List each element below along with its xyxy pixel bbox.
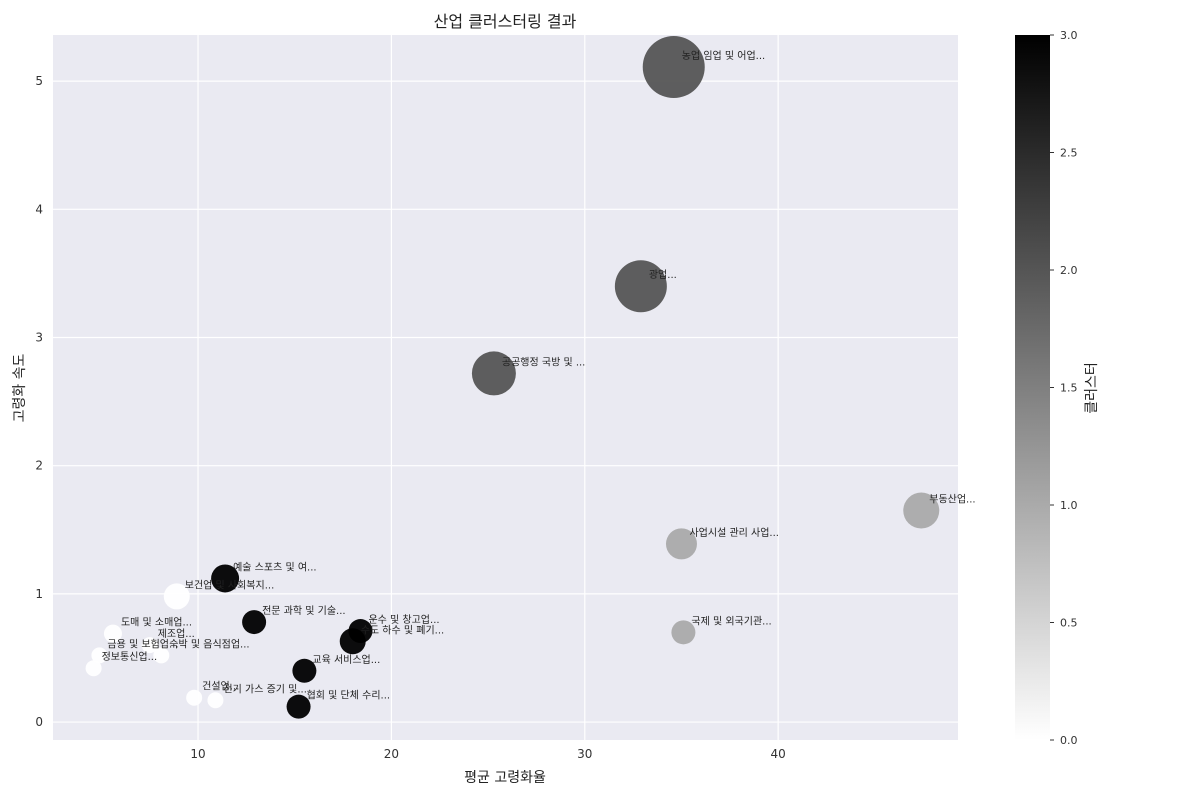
point-label: 건설업... bbox=[202, 680, 239, 693]
x-tick-label: 20 bbox=[384, 747, 399, 761]
colorbar-tick-label: 1.0 bbox=[1060, 499, 1078, 512]
data-point bbox=[903, 492, 940, 529]
point-label: 국제 및 외국기관... bbox=[691, 615, 771, 627]
colorbar-tick-label: 2.0 bbox=[1060, 264, 1078, 277]
point-label: 광업... bbox=[649, 268, 677, 281]
x-tick-label: 40 bbox=[771, 747, 786, 761]
x-axis-label: 평균 고령화율 bbox=[464, 770, 546, 786]
point-label: 예술 스포츠 및 여... bbox=[233, 561, 316, 573]
y-tick-label: 4 bbox=[35, 202, 43, 216]
x-tick-label: 30 bbox=[577, 747, 592, 761]
colorbar bbox=[1015, 35, 1050, 740]
colorbar-ticks: 0.0 0.5 1.0 1.5 2.0 2.5 3.0 bbox=[1050, 29, 1078, 747]
data-points bbox=[85, 36, 940, 719]
data-point bbox=[103, 624, 122, 643]
data-point bbox=[141, 637, 158, 654]
data-point bbox=[211, 564, 240, 593]
grid-lines bbox=[53, 35, 958, 740]
colorbar-tick-label: 1.5 bbox=[1060, 382, 1078, 395]
data-point bbox=[614, 260, 667, 313]
y-axis-label: 고령화 속도 bbox=[12, 353, 28, 422]
y-tick-labels: 0 1 2 3 4 5 bbox=[35, 74, 43, 729]
point-label: 전기 가스 증기 및... bbox=[223, 683, 306, 695]
data-point bbox=[242, 610, 267, 635]
point-label: 부동산업... bbox=[929, 493, 975, 506]
y-tick-label: 1 bbox=[35, 587, 43, 601]
colorbar-tick-label: 2.5 bbox=[1060, 147, 1078, 160]
data-point bbox=[642, 36, 705, 99]
data-point bbox=[292, 658, 317, 683]
point-label: 숙박 및 음식점업... bbox=[169, 637, 249, 650]
point-label: 제조업... bbox=[158, 627, 195, 640]
data-point bbox=[348, 619, 373, 644]
chart-title: 산업 클러스터링 결과 bbox=[434, 12, 577, 31]
x-tick-label: 10 bbox=[190, 747, 205, 761]
point-label: 농업 임업 및 어업... bbox=[682, 49, 765, 62]
point-label: 운수 및 창고업... bbox=[368, 613, 439, 626]
colorbar-tick-label: 0.0 bbox=[1060, 734, 1078, 747]
data-point bbox=[186, 689, 203, 706]
colorbar-label: 클러스터 bbox=[1084, 362, 1100, 414]
data-point bbox=[286, 694, 311, 719]
y-tick-label: 2 bbox=[35, 459, 43, 473]
data-point bbox=[91, 647, 108, 664]
point-label: 전문 과학 및 기술... bbox=[262, 605, 345, 617]
point-label: 사업시설 관리 사업... bbox=[689, 526, 779, 539]
point-label: 도매 및 소매업... bbox=[121, 616, 192, 629]
point-labels: 농업 임업 및 어업... 광업... 공공행정 국방 및 ... 부동산업... 사업… bbox=[102, 49, 976, 702]
x-tick-labels: 10 20 30 40 bbox=[190, 747, 785, 761]
data-point bbox=[665, 528, 697, 560]
colorbar-tick-label: 0.5 bbox=[1060, 617, 1078, 630]
point-label: 교육 서비스업... bbox=[312, 653, 380, 666]
y-tick-label: 5 bbox=[35, 74, 43, 88]
data-point bbox=[671, 620, 696, 645]
colorbar-tick-label: 3.0 bbox=[1060, 29, 1078, 42]
data-point bbox=[207, 692, 224, 709]
point-label: 보건업 및 사회복지... bbox=[185, 578, 275, 591]
data-point bbox=[85, 660, 102, 677]
point-label: 정보통신업... bbox=[102, 650, 158, 663]
y-tick-label: 0 bbox=[35, 715, 43, 729]
point-label: 금용 및 보험업... bbox=[107, 637, 178, 650]
data-point bbox=[471, 351, 516, 396]
point-label: 협회 및 단체 수리... bbox=[307, 689, 390, 702]
point-label: 수도 하수 및 폐기... bbox=[361, 623, 444, 636]
data-point bbox=[163, 583, 190, 610]
point-label: 공공행정 국방 및 ... bbox=[502, 356, 585, 368]
data-point bbox=[153, 647, 170, 664]
y-tick-label: 3 bbox=[35, 331, 43, 345]
